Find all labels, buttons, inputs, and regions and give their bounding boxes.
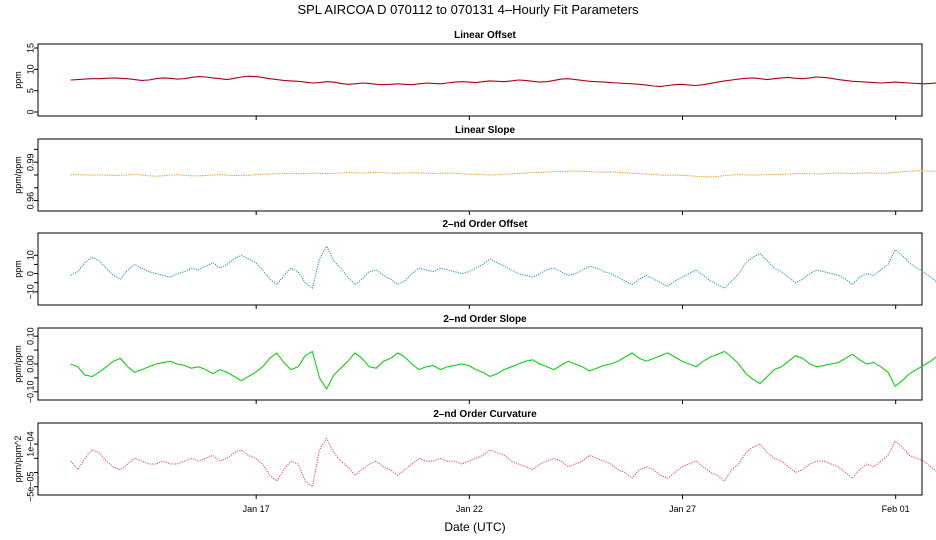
y-ticks-2nd-order-slope: −0.10 0.00 0.10 [25,327,38,403]
panel-title-2nd-order-offset: 2–nd Order Offset [442,219,528,230]
x-axis-label: Date (UTC) [444,520,505,534]
y-tick-label-2nd-order-slope: 0.10 [25,327,35,345]
y-tick-label-2nd-order-offset: 10 [25,250,35,260]
chart-title: SPL AIRCOA D 070112 to 070131 4–Hourly F… [297,2,639,17]
y-axis-label-linear-slope: ppm/ppm [13,156,23,194]
x-tick-label: Jan 17 [243,504,270,514]
y-tick-label-2nd-order-offset: −10 [25,284,35,299]
y-tick-label-linear-slope: 0.96 [25,192,35,210]
y-tick-label-2nd-order-slope: −0.10 [25,380,35,403]
y-axis-label-2nd-order-curvature: ppm/ppm^2 [13,436,23,483]
plot-frame-linear-slope [37,138,923,212]
y-tick-label-2nd-order-curvature: −5e−05 [25,471,35,502]
x-ticks-2nd-order-curvature [255,495,897,499]
plot-frame-linear-offset [37,43,923,117]
x-ticks-linear-offset [255,116,897,120]
plot-frame-2nd-order-offset [37,232,923,306]
panel-title-linear-offset: Linear Offset [454,30,516,41]
plot-frame-2nd-order-curvature [37,422,923,496]
series-2nd-order-offset [70,245,936,289]
y-tick-label-linear-offset: 10 [25,64,35,74]
series-linear-offset [70,75,936,87]
y-ticks-linear-offset: 0 5 10 15 [25,43,38,115]
y-tick-label-2nd-order-offset: 0 [25,271,35,276]
x-axis-date-labels: Jan 17 Jan 22 Jan 27 Feb 01 [243,504,910,514]
y-ticks-2nd-order-curvature: −5e−05 1e−04 [25,431,38,502]
x-tick-label: Jan 27 [669,504,696,514]
panel-2nd-order-slope: 2–nd Order Slope ppm/ppm −0.10 0.00 0.10 [13,314,936,404]
panel-2nd-order-offset: 2–nd Order Offset ppm −10 0 10 [13,219,936,309]
panel-2nd-order-curvature: 2–nd Order Curvature ppm/ppm^2 −5e−05 1e−… [13,409,936,502]
y-axis-label-linear-offset: ppm [13,71,23,89]
y-axis-label-2nd-order-slope: ppm/ppm [13,345,23,383]
x-ticks-2nd-order-slope [255,400,897,404]
x-tick-label: Feb 01 [882,504,910,514]
panel-title-linear-slope: Linear Slope [455,125,515,136]
panel-title-2nd-order-slope: 2–nd Order Slope [443,314,527,325]
series-2nd-order-curvature [70,437,936,488]
y-tick-label-2nd-order-curvature: 1e−04 [25,431,35,456]
y-axis-label-2nd-order-offset: ppm [13,260,23,278]
x-tick-label: Jan 22 [456,504,483,514]
y-tick-label-linear-offset: 0 [25,109,35,114]
y-tick-label-linear-offset: 15 [25,43,35,53]
x-ticks-linear-slope [255,211,897,215]
y-tick-label-2nd-order-slope: 0.00 [25,355,35,373]
y-tick-label-linear-slope: 0.99 [25,153,35,171]
y-ticks-2nd-order-offset: −10 0 10 [25,250,38,299]
x-ticks-2nd-order-offset [255,305,897,309]
y-ticks-linear-slope: 0.96 0.99 [25,148,38,210]
series-linear-slope [70,170,936,178]
plot-frame-2nd-order-slope [37,327,923,401]
panel-linear-slope: Linear Slope ppm/ppm 0.96 0.99 [13,125,936,215]
panel-linear-offset: Linear Offset ppm 0 5 10 15 [13,30,936,120]
series-2nd-order-slope [70,350,936,390]
panel-title-2nd-order-curvature: 2–nd Order Curvature [433,409,537,420]
y-tick-label-linear-offset: 5 [25,88,35,93]
